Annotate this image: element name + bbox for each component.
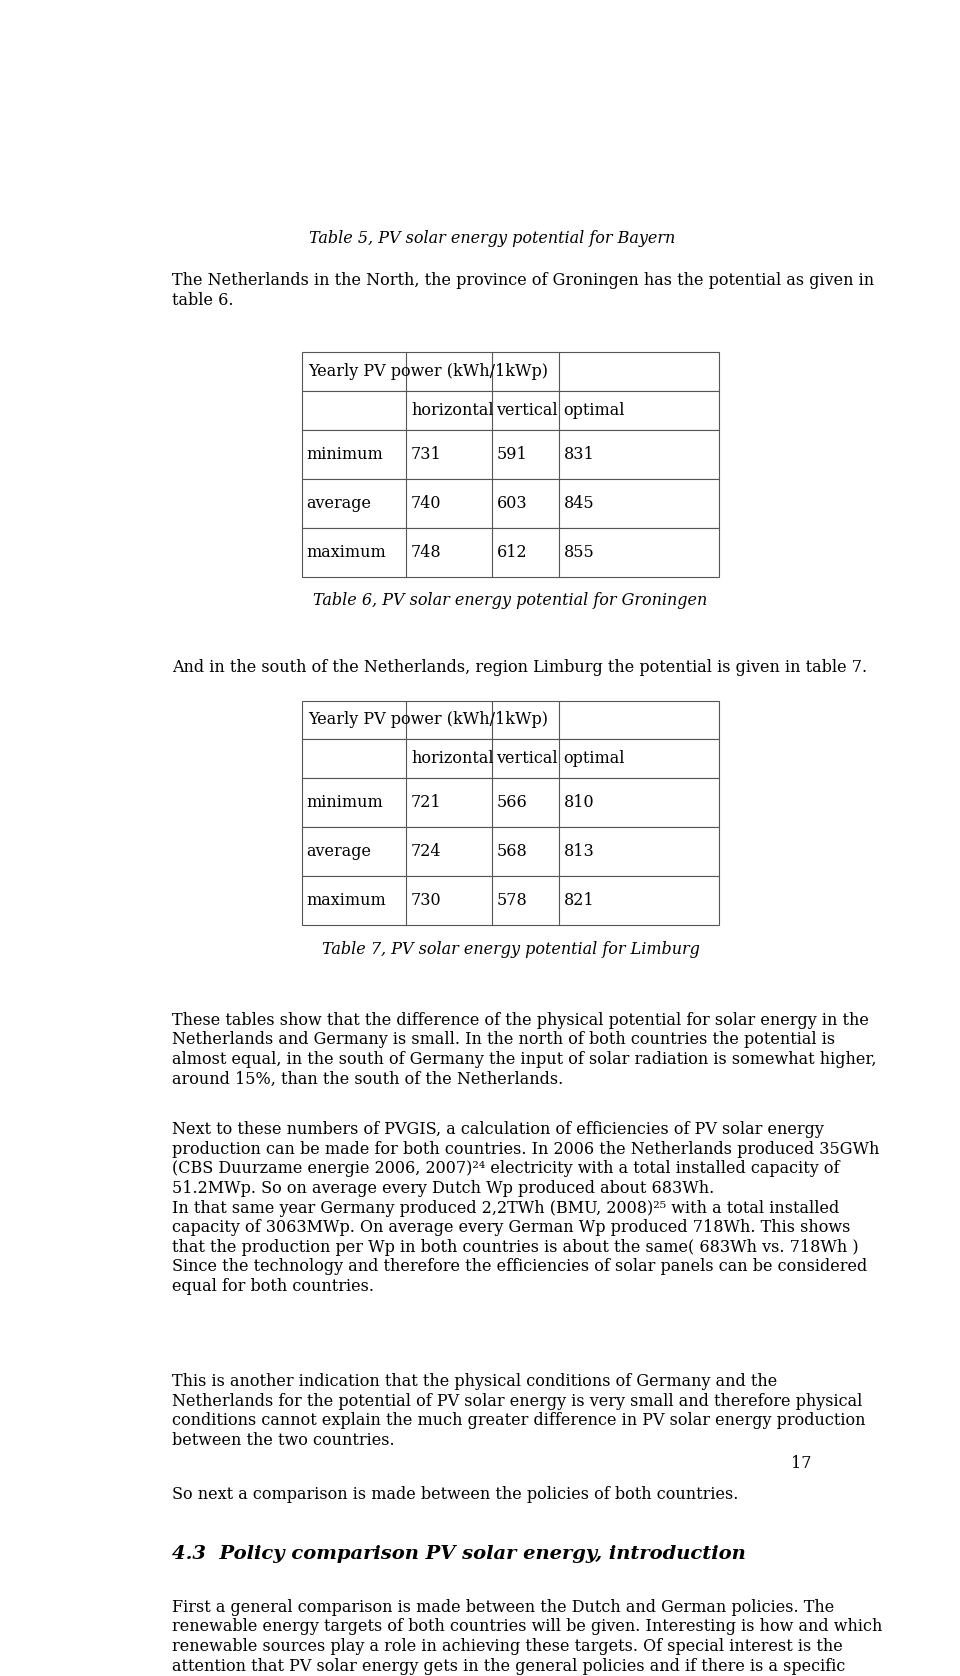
Text: optimal: optimal xyxy=(564,402,625,419)
Text: 855: 855 xyxy=(564,543,594,561)
Text: 731: 731 xyxy=(411,446,442,463)
Bar xyxy=(302,528,719,577)
Text: 578: 578 xyxy=(496,892,527,908)
Text: minimum: minimum xyxy=(307,794,383,811)
Text: 17: 17 xyxy=(791,1455,812,1472)
Text: 810: 810 xyxy=(564,794,594,811)
Text: horizontal: horizontal xyxy=(411,402,493,419)
Text: 724: 724 xyxy=(411,843,442,860)
Text: 730: 730 xyxy=(411,892,442,908)
Text: vertical: vertical xyxy=(496,402,558,419)
Text: 4.3  Policy comparison PV solar energy, introduction: 4.3 Policy comparison PV solar energy, i… xyxy=(172,1545,746,1562)
Text: Yearly PV power (kWh/1kWp): Yearly PV power (kWh/1kWp) xyxy=(308,711,548,729)
Text: 603: 603 xyxy=(496,494,527,511)
Text: horizontal: horizontal xyxy=(411,751,493,768)
Text: 566: 566 xyxy=(496,794,527,811)
Text: Table 6, PV solar energy potential for Groningen: Table 6, PV solar energy potential for G… xyxy=(314,592,708,608)
Text: Table 7, PV solar energy potential for Limburg: Table 7, PV solar energy potential for L… xyxy=(322,940,700,957)
Text: maximum: maximum xyxy=(307,892,387,908)
Text: Table 5, PV solar energy potential for Bayern: Table 5, PV solar energy potential for B… xyxy=(309,230,675,246)
Text: 813: 813 xyxy=(564,843,594,860)
Text: 612: 612 xyxy=(496,543,527,561)
Text: 591: 591 xyxy=(496,446,527,463)
Text: 831: 831 xyxy=(564,446,594,463)
Text: So next a comparison is made between the policies of both countries.: So next a comparison is made between the… xyxy=(172,1487,738,1503)
Text: And in the south of the Netherlands, region Limburg the potential is given in ta: And in the south of the Netherlands, reg… xyxy=(172,659,867,675)
Text: First a general comparison is made between the Dutch and German policies. The
re: First a general comparison is made betwe… xyxy=(172,1599,882,1676)
Text: This is another indication that the physical conditions of Germany and the
Nethe: This is another indication that the phys… xyxy=(172,1373,866,1448)
Text: 821: 821 xyxy=(564,892,594,908)
Bar xyxy=(302,391,719,429)
Text: average: average xyxy=(307,843,372,860)
Bar xyxy=(302,778,719,826)
Bar xyxy=(302,826,719,877)
Bar xyxy=(302,739,719,778)
Text: 568: 568 xyxy=(496,843,527,860)
Bar xyxy=(302,479,719,528)
Text: vertical: vertical xyxy=(496,751,558,768)
Text: optimal: optimal xyxy=(564,751,625,768)
Text: maximum: maximum xyxy=(307,543,387,561)
Text: 748: 748 xyxy=(411,543,442,561)
Bar xyxy=(302,352,719,391)
Text: These tables show that the difference of the physical potential for solar energy: These tables show that the difference of… xyxy=(172,1012,876,1088)
Text: 845: 845 xyxy=(564,494,594,511)
Bar xyxy=(302,877,719,925)
Text: minimum: minimum xyxy=(307,446,383,463)
Text: average: average xyxy=(307,494,372,511)
Text: 721: 721 xyxy=(411,794,442,811)
Bar xyxy=(302,701,719,739)
Text: Next to these numbers of PVGIS, a calculation of efficiencies of PV solar energy: Next to these numbers of PVGIS, a calcul… xyxy=(172,1121,879,1296)
Text: Yearly PV power (kWh/1kWp): Yearly PV power (kWh/1kWp) xyxy=(308,364,548,380)
Text: The Netherlands in the North, the province of Groningen has the potential as giv: The Netherlands in the North, the provin… xyxy=(172,272,875,308)
Bar xyxy=(302,429,719,479)
Text: 740: 740 xyxy=(411,494,442,511)
